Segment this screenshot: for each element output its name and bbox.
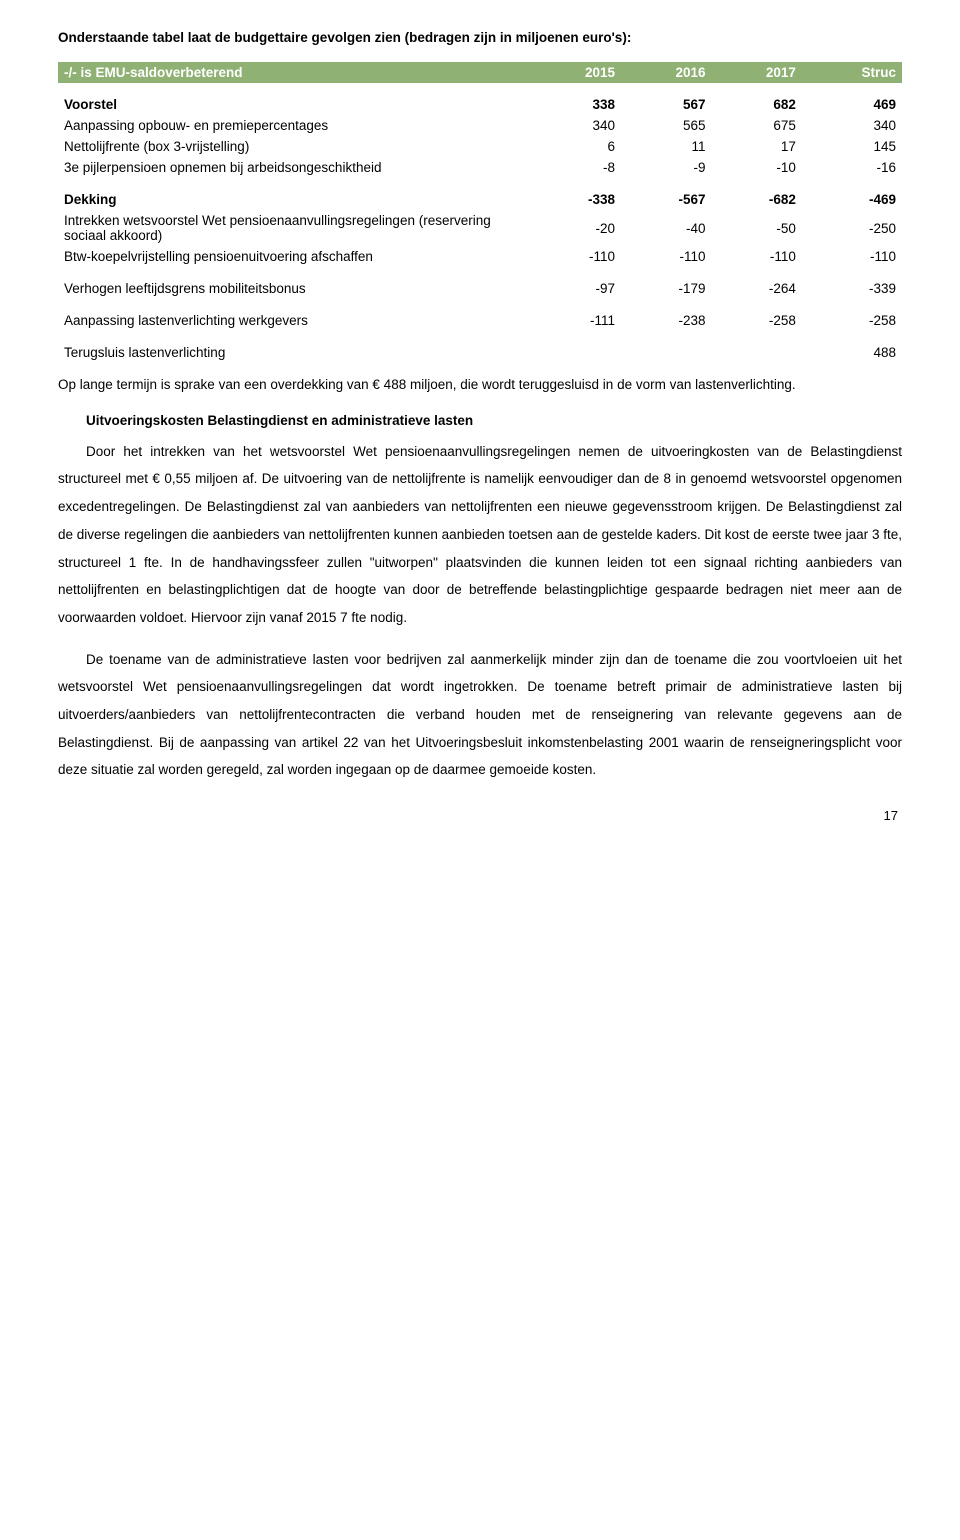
table-header-cell: 2017 (712, 62, 802, 83)
table-row-label: Nettolijfrente (box 3-vrijstelling) (58, 136, 531, 157)
table-row-label: Btw-koepelvrijstelling pensioenuitvoerin… (58, 246, 531, 267)
table-header-cell: 2016 (621, 62, 711, 83)
table-cell: 6 (531, 136, 621, 157)
after-table-note: Op lange termijn is sprake van een overd… (58, 375, 902, 395)
table-cell: -682 (712, 178, 802, 210)
table-cell: -110 (802, 246, 902, 267)
table-cell: -8 (531, 157, 621, 178)
table-cell: 488 (802, 331, 902, 363)
table-cell: -16 (802, 157, 902, 178)
table-row-label: Terugsluis lastenverlichting (58, 331, 531, 363)
table-row: Intrekken wetsvoorstel Wet pensioenaanvu… (58, 210, 902, 246)
table-cell: -238 (621, 299, 711, 331)
table-cell: -110 (621, 246, 711, 267)
table-cell: -9 (621, 157, 711, 178)
table-row: Voorstel338567682469 (58, 83, 902, 115)
table-row: Aanpassing opbouw- en premiepercentages3… (58, 115, 902, 136)
table-cell: 675 (712, 115, 802, 136)
intro-text: Onderstaande tabel laat de budgettaire g… (58, 28, 902, 48)
table-row-label: Aanpassing opbouw- en premiepercentages (58, 115, 531, 136)
table-row: 3e pijlerpensioen opnemen bij arbeidsong… (58, 157, 902, 178)
table-row: Verhogen leeftijdsgrens mobiliteitsbonus… (58, 267, 902, 299)
table-cell: 338 (531, 83, 621, 115)
table-row-label: Verhogen leeftijdsgrens mobiliteitsbonus (58, 267, 531, 299)
table-cell: -567 (621, 178, 711, 210)
table-header-row: -/- is EMU-saldoverbeterend 2015 2016 20… (58, 62, 902, 83)
page-number: 17 (58, 808, 902, 823)
table-row-label: Aanpassing lastenverlichting werkgevers (58, 299, 531, 331)
table-cell (621, 331, 711, 363)
table-cell: 565 (621, 115, 711, 136)
table-cell: -10 (712, 157, 802, 178)
table-header-cell: Struc (802, 62, 902, 83)
table-cell: -40 (621, 210, 711, 246)
table-cell: -469 (802, 178, 902, 210)
table-cell: 11 (621, 136, 711, 157)
table-cell: -264 (712, 267, 802, 299)
table-row: Dekking-338-567-682-469 (58, 178, 902, 210)
table-cell: 567 (621, 83, 711, 115)
table-cell: -339 (802, 267, 902, 299)
table-cell: -258 (712, 299, 802, 331)
table-cell (531, 331, 621, 363)
table-row-label: Dekking (58, 178, 531, 210)
table-cell: -338 (531, 178, 621, 210)
table-cell: -258 (802, 299, 902, 331)
body-paragraph-2: De toename van de administratieve lasten… (58, 646, 902, 784)
body-paragraph-1: Door het intrekken van het wetsvoorstel … (58, 438, 902, 632)
table-cell: -110 (712, 246, 802, 267)
table-cell: -250 (802, 210, 902, 246)
document-page: Onderstaande tabel laat de budgettaire g… (0, 0, 960, 851)
table-cell: 145 (802, 136, 902, 157)
table-header-cell: 2015 (531, 62, 621, 83)
budget-table: -/- is EMU-saldoverbeterend 2015 2016 20… (58, 62, 902, 363)
table-cell: -97 (531, 267, 621, 299)
table-cell: -110 (531, 246, 621, 267)
table-row: Terugsluis lastenverlichting 488 (58, 331, 902, 363)
table-row: Aanpassing lastenverlichting werkgevers-… (58, 299, 902, 331)
table-cell: -179 (621, 267, 711, 299)
table-cell: -111 (531, 299, 621, 331)
table-cell: 340 (802, 115, 902, 136)
table-cell: -50 (712, 210, 802, 246)
table-header-cell: -/- is EMU-saldoverbeterend (58, 62, 531, 83)
table-cell: 682 (712, 83, 802, 115)
table-row-label: Voorstel (58, 83, 531, 115)
section-title: Uitvoeringskosten Belastingdienst en adm… (58, 413, 902, 428)
table-row: Nettolijfrente (box 3-vrijstelling)61117… (58, 136, 902, 157)
table-row: Btw-koepelvrijstelling pensioenuitvoerin… (58, 246, 902, 267)
table-row-label: 3e pijlerpensioen opnemen bij arbeidsong… (58, 157, 531, 178)
table-cell: 469 (802, 83, 902, 115)
table-cell: 340 (531, 115, 621, 136)
table-cell (712, 331, 802, 363)
table-cell: 17 (712, 136, 802, 157)
table-row-label: Intrekken wetsvoorstel Wet pensioenaanvu… (58, 210, 531, 246)
table-cell: -20 (531, 210, 621, 246)
